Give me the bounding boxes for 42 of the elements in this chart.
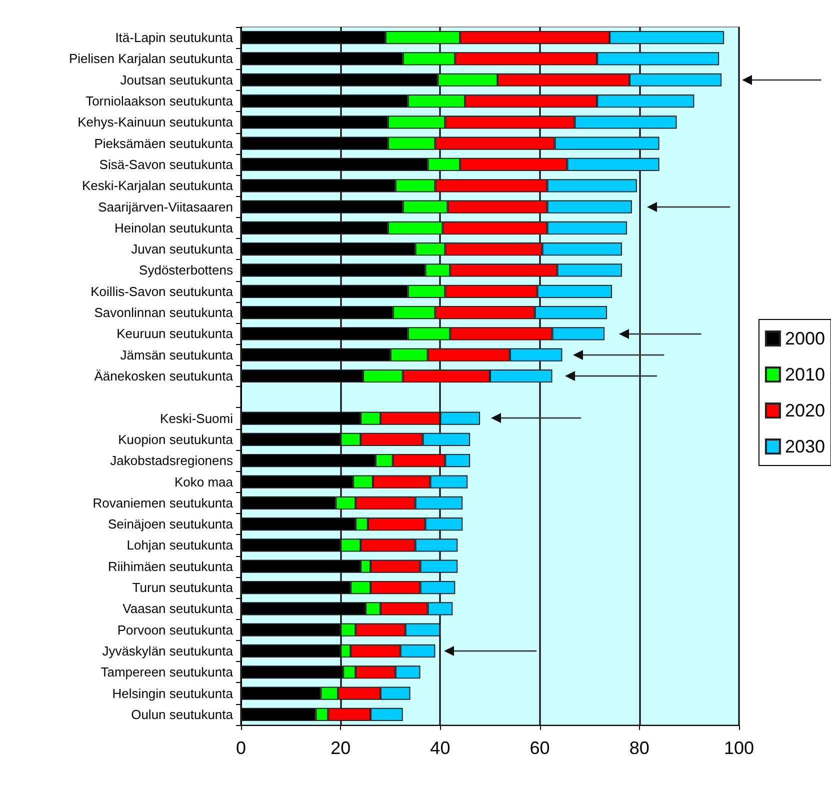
y-tick-label: Rovaniemen seutukunta [92,495,234,510]
y-tick-label: Porvoon seutukunta [117,622,234,638]
y-tick-label: Heinolan seutukunta [114,220,234,236]
y-tick-label: Helsingin seutukunta [112,686,234,701]
y-tick-label: Vaasan seutukunta [122,601,234,616]
y-tick-label: Keuruun seutukunta [116,326,234,342]
y-tick-label: Tampereen seutukunta [100,664,234,680]
y-tick-label: Pielisen Karjalan seutukunta [68,51,234,66]
y-tick-label: Koko maa [174,474,234,490]
y-tick-label: Saarijärven-Viitasaaren [98,199,233,214]
y-tick-label: Jämsän seutukunta [120,347,234,362]
y-tick-label: Jyväskylän seutukunta [102,643,234,658]
y-tick-label: Juvan seutukunta [131,242,234,257]
y-tick-label: Itä-Lapin seutukunta [115,30,234,46]
y-tick-label: Keski-Suomi [160,410,234,426]
y-tick-label: Kehys-Kainuun seutukunta [78,114,234,130]
y-tick-label: Turun seutukunta [132,580,234,596]
y-tick-label: Riihimäen seutukunta [108,558,234,574]
y-tick-label: Keski-Karjalan seutukunta [82,178,234,194]
y-tick-label: Oulun seutukunta [131,706,234,722]
legend-label: 2000 [784,328,826,348]
y-tick-label: Jakobstadsregionens [110,453,234,468]
y-tick-label: Pieksämäen seutukunta [94,136,234,151]
y-tick-label: Sisä-Savon seutukunta [99,156,234,172]
y-tick-label: Seinäjoen seutukunta [108,516,234,532]
x-tick-label: 40 [430,738,450,758]
x-tick-label: 80 [629,738,650,758]
x-tick-label: 60 [530,738,550,758]
legend-label: 2020 [784,400,826,420]
y-tick-label: Savonlinnan seutukunta [94,305,234,320]
y-tick-label: Äänekosken seutukunta [94,368,234,384]
y-tick-label: Sydösterbottens [139,262,234,278]
x-tick-label: 100 [724,738,754,758]
x-tick-label: 0 [236,738,246,758]
y-tick-label: Kuopion seutukunta [118,432,234,447]
y-tick-label: Torniolaakson seutukunta [86,94,234,109]
y-tick-label: Lohjan seutukunta [126,538,234,553]
legend-label: 2010 [784,364,826,384]
y-tick-label: Koillis-Savon seutukunta [90,284,234,299]
x-tick-label: 20 [330,738,351,758]
y-tick-label: Joutsan seutukunta [120,72,234,88]
legend-label: 2030 [784,436,826,456]
